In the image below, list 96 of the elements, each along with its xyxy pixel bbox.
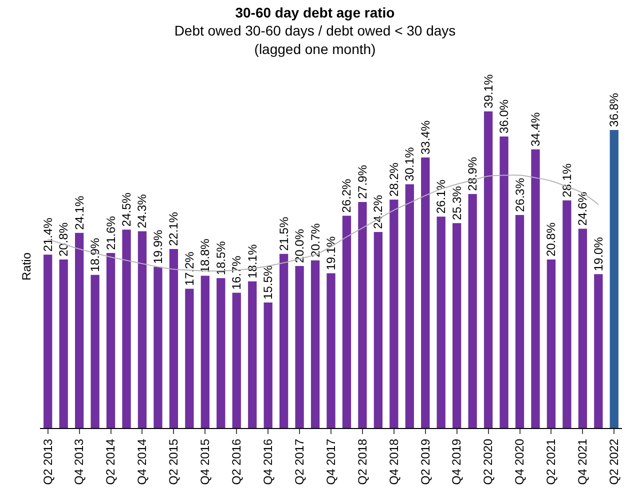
data-label: 30.1% (402, 146, 417, 182)
x-tick-label: Q2 2020 (481, 438, 496, 485)
data-label: 24.3% (135, 194, 150, 228)
data-label: 21.6% (104, 216, 118, 250)
x-tick-label: Q2 2022 (607, 438, 622, 485)
data-label: 20.0% (292, 228, 307, 264)
data-label: 24.5% (120, 192, 134, 227)
data-label: 20.7% (308, 222, 322, 258)
x-tick-label: Q2 2016 (230, 438, 244, 485)
data-label: 18.5% (214, 240, 228, 276)
bar (390, 200, 398, 428)
bar (59, 260, 68, 428)
bar (200, 276, 210, 428)
data-label: 21.5% (276, 216, 291, 251)
bar (578, 228, 587, 428)
data-label: 19.1% (324, 236, 338, 270)
bar (248, 281, 257, 428)
x-tick-label: Q2 2018 (355, 438, 370, 485)
bar (154, 266, 162, 428)
x-tick-label: Q2 2013 (40, 438, 55, 485)
bar (594, 274, 603, 428)
data-label: 16.7% (230, 255, 244, 290)
x-tick-label: Q4 2016 (260, 438, 275, 485)
x-tick-label: Q4 2017 (324, 438, 338, 485)
data-label: 28.2% (386, 162, 401, 197)
data-label: 26.1% (434, 179, 448, 214)
bar (138, 231, 147, 428)
data-label: 33.4% (418, 120, 432, 154)
bar (452, 223, 462, 428)
bar (90, 274, 100, 428)
bar (421, 158, 430, 428)
bar (562, 200, 572, 428)
bar (44, 254, 52, 428)
data-label: 28.1% (560, 163, 574, 198)
data-label: 28.9% (466, 156, 480, 191)
data-label: 18.8% (198, 238, 212, 273)
bar (358, 202, 367, 428)
bar (232, 292, 241, 428)
bar (326, 273, 336, 428)
x-tick-label: Q4 2013 (72, 438, 86, 485)
data-label: 36.8% (607, 92, 622, 127)
bar (484, 111, 493, 428)
data-label: 36.0% (497, 99, 512, 134)
x-tick-label: Q2 2019 (418, 438, 432, 485)
bar (342, 216, 352, 428)
data-label: 18.9% (88, 238, 102, 272)
x-tick-label: Q2 2014 (104, 438, 118, 485)
bar (436, 216, 446, 428)
x-tick-label: Q4 2019 (450, 438, 464, 485)
bar (610, 130, 618, 428)
data-label: 24.1% (72, 195, 86, 230)
y-axis-title: Ratio (19, 252, 34, 281)
bar (216, 278, 226, 428)
data-label: 15.5% (261, 265, 276, 300)
data-label: 39.1% (481, 74, 496, 108)
x-tick-label: Q4 2018 (386, 438, 401, 485)
data-label: 19.0% (591, 236, 606, 272)
bar (374, 232, 383, 428)
bar (122, 230, 131, 428)
data-label: 20.8% (56, 222, 71, 257)
data-label: 24.2% (371, 194, 386, 230)
x-tick-label: Q4 2021 (576, 438, 590, 485)
bar (185, 288, 194, 428)
x-tick-label: Q4 2015 (198, 438, 212, 485)
data-label: 27.9% (355, 164, 370, 200)
data-label: 24.6% (576, 191, 590, 226)
bar (546, 260, 556, 428)
chart-subtitle: Debt owed 30-60 days / debt owed < 30 days (lagged one month) (174, 22, 456, 57)
data-label: 21.4% (40, 217, 55, 252)
x-tick-label: Q2 2021 (544, 438, 558, 485)
data-label: 18.1% (245, 244, 260, 278)
bar (405, 184, 414, 428)
data-label: 34.4% (528, 112, 542, 146)
x-tick-label: Q4 2020 (512, 438, 527, 485)
data-label: 19.9% (150, 229, 165, 264)
bar (468, 194, 477, 428)
x-tick-label: Q2 2015 (166, 438, 181, 485)
bar (295, 266, 304, 428)
data-label: 17.2% (182, 251, 196, 286)
chart-title: 30-60 day debt age ratio (235, 4, 395, 20)
data-label: 25.3% (450, 186, 464, 220)
bar (515, 215, 524, 428)
bar (310, 260, 320, 428)
bar (500, 136, 508, 428)
bar (75, 232, 84, 428)
data-label: 22.1% (166, 212, 181, 246)
bar (264, 302, 272, 428)
x-tick-label: Q2 2017 (292, 438, 306, 485)
bar (106, 253, 116, 428)
data-label: 26.2% (340, 178, 354, 213)
data-label: 20.8% (544, 222, 558, 257)
bar (279, 254, 288, 428)
bar (169, 249, 178, 428)
x-tick-label: Q4 2014 (135, 438, 150, 485)
data-label: 26.3% (512, 178, 527, 212)
bar (531, 149, 540, 428)
